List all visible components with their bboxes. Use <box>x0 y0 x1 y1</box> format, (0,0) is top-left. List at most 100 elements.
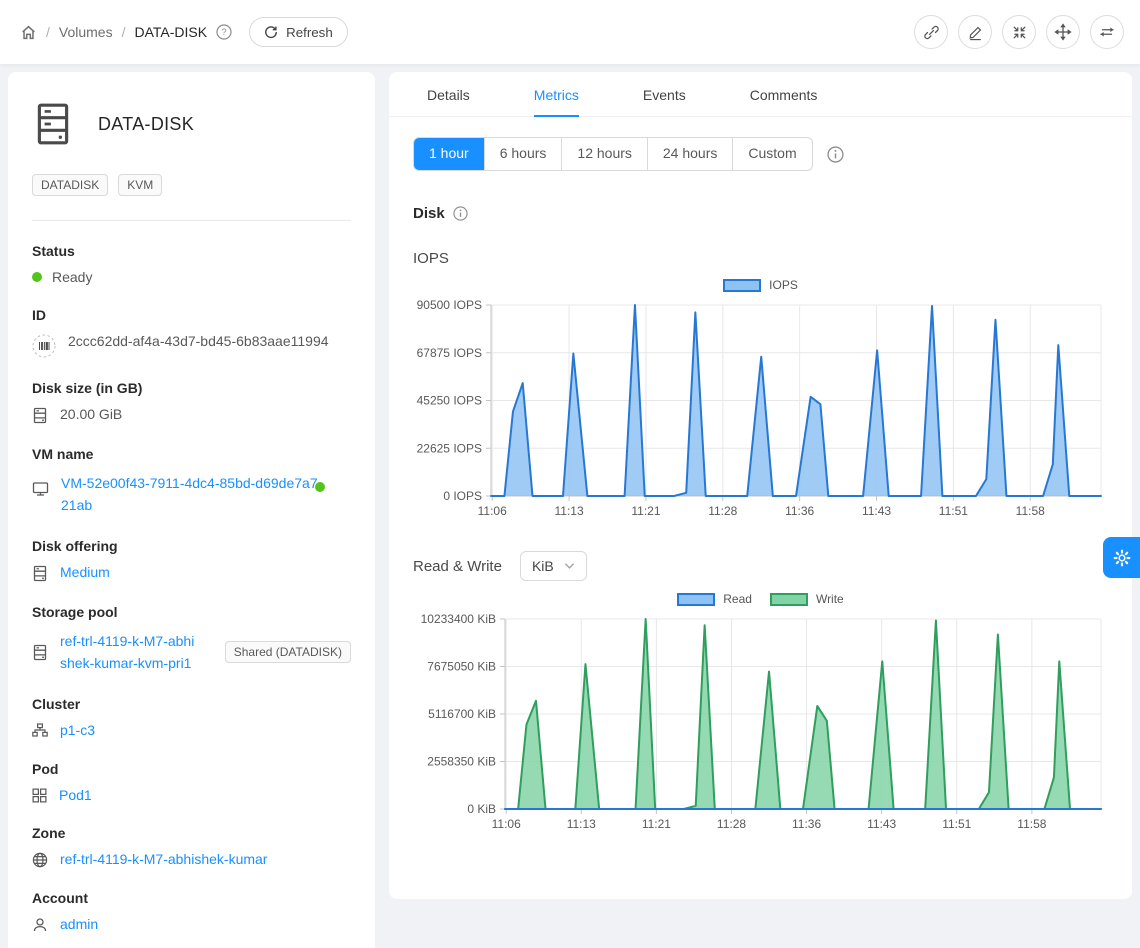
volume-info-card: DATA-DISK DATADISK KVM Status Ready ID <box>8 72 375 948</box>
legend-swatch <box>677 593 715 606</box>
user-icon <box>32 917 48 933</box>
tabs-bar: Details Metrics Events Comments <box>389 72 1132 117</box>
svg-text:11:58: 11:58 <box>1017 817 1046 831</box>
cluster-link[interactable]: p1-c3 <box>60 722 95 738</box>
disk-section-header: Disk <box>413 205 1108 222</box>
svg-text:11:21: 11:21 <box>642 817 671 831</box>
edit-volume-button[interactable] <box>958 15 992 49</box>
reload-icon <box>264 25 278 39</box>
vm-status-dot <box>315 482 325 492</box>
vm-name-label: VM name <box>32 446 351 462</box>
cluster-label: Cluster <box>32 696 351 712</box>
disk-offering-label: Disk offering <box>32 538 351 554</box>
account-link[interactable]: admin <box>60 916 98 932</box>
svg-text:5116700 KiB: 5116700 KiB <box>428 707 496 721</box>
field-vm-name: VM name VM-52e00f43-7911-4dc4-85bd-d69de… <box>32 446 351 516</box>
time-range-6hours[interactable]: 6 hours <box>484 138 562 170</box>
legend-item-iops[interactable]: IOPS <box>723 278 798 292</box>
breadcrumb-current: DATA-DISK <box>134 24 207 40</box>
legend-item-write[interactable]: Write <box>770 592 844 606</box>
globe-icon <box>32 852 48 868</box>
svg-text:11:58: 11:58 <box>1016 504 1045 518</box>
tab-metrics[interactable]: Metrics <box>534 72 579 116</box>
svg-text:11:43: 11:43 <box>862 504 891 518</box>
field-disk-offering: Disk offering Medium <box>32 538 351 582</box>
migrate-volume-button[interactable] <box>1046 15 1080 49</box>
help-question-icon[interactable]: ? <box>216 24 232 40</box>
svg-text:11:06: 11:06 <box>478 504 507 518</box>
disk-offering-link[interactable]: Medium <box>60 564 110 580</box>
svg-text:0 KiB: 0 KiB <box>467 802 496 816</box>
svg-text:11:28: 11:28 <box>717 817 746 831</box>
refresh-button[interactable]: Refresh <box>249 17 348 47</box>
svg-text:11:13: 11:13 <box>555 504 584 518</box>
hdd-icon <box>32 644 48 661</box>
link-icon <box>923 24 940 41</box>
pod-link[interactable]: Pod1 <box>59 787 92 803</box>
edit-icon <box>967 24 984 41</box>
svg-text:7675050 KiB: 7675050 KiB <box>427 660 496 674</box>
tab-details[interactable]: Details <box>427 72 470 116</box>
legend-item-read[interactable]: Read <box>677 592 752 606</box>
rw-chart: ReadWrite 0 KiB2558350 KiB5116700 KiB767… <box>413 589 1108 840</box>
divider <box>32 220 351 221</box>
legend-label: Write <box>816 592 844 606</box>
svg-text:22625 IOPS: 22625 IOPS <box>417 441 482 455</box>
time-range-row: 1 hour 6 hours 12 hours 24 hours Custom <box>413 137 1108 171</box>
breadcrumb: / Volumes / DATA-DISK ? Refresh <box>20 17 348 47</box>
breadcrumb-volumes[interactable]: Volumes <box>59 24 113 40</box>
page-header: / Volumes / DATA-DISK ? Refresh <box>0 0 1140 64</box>
status-dot <box>32 272 42 282</box>
unit-select[interactable]: KiB <box>520 551 587 581</box>
grid-icon <box>32 788 47 803</box>
move-icon <box>1054 23 1072 41</box>
rw-section-header: Read & Write KiB <box>413 551 1108 581</box>
volume-title: DATA-DISK <box>98 114 194 135</box>
legend-swatch <box>770 593 808 606</box>
storage-pool-label: Storage pool <box>32 604 351 620</box>
time-range-12hours[interactable]: 12 hours <box>561 138 646 170</box>
breadcrumb-separator: / <box>46 24 50 40</box>
iops-chart-canvas: 0 IOPS22625 IOPS45250 IOPS67875 IOPS9050… <box>413 297 1107 524</box>
legend-swatch <box>723 279 761 292</box>
svg-text:11:51: 11:51 <box>942 817 971 831</box>
info-icon[interactable] <box>453 206 468 221</box>
storage-pool-scope-tag: Shared (DATADISK) <box>225 641 351 663</box>
barcode-icon <box>32 334 56 358</box>
storage-pool-link[interactable]: ref-trl-4119-k-M7-abhishek-kumar-kvm-pri… <box>60 630 201 674</box>
time-range-24hours[interactable]: 24 hours <box>647 138 732 170</box>
time-range-1hour[interactable]: 1 hour <box>414 138 484 170</box>
svg-text:11:51: 11:51 <box>939 504 968 518</box>
header-actions <box>914 15 1124 49</box>
field-storage-pool: Storage pool ref-trl-4119-k-M7-abhishek-… <box>32 604 351 674</box>
settings-drawer-button[interactable] <box>1103 537 1140 578</box>
tab-events[interactable]: Events <box>643 72 686 116</box>
rw-chart-legend: Read Write <box>413 589 1108 609</box>
tab-comments[interactable]: Comments <box>750 72 818 116</box>
status-value: Ready <box>52 269 92 285</box>
swap-volume-button[interactable] <box>1090 15 1124 49</box>
status-label: Status <box>32 243 351 259</box>
volume-icon <box>32 102 74 146</box>
zone-link[interactable]: ref-trl-4119-k-M7-abhishek-kumar <box>60 851 267 867</box>
svg-text:0 IOPS: 0 IOPS <box>443 489 482 503</box>
time-range-custom[interactable]: Custom <box>732 138 811 170</box>
home-icon[interactable] <box>20 24 37 41</box>
legend-label: IOPS <box>769 278 798 292</box>
vm-name-link[interactable]: VM-52e00f43-7911-4dc4-85bd-d69de7a721ab <box>61 472 319 516</box>
shrink-volume-button[interactable] <box>1002 15 1036 49</box>
shrink-icon <box>1011 24 1028 41</box>
svg-text:11:36: 11:36 <box>792 817 821 831</box>
info-icon[interactable] <box>827 146 844 163</box>
gear-icon <box>1112 548 1132 568</box>
rw-chart-title: Read & Write <box>413 558 502 575</box>
svg-text:11:43: 11:43 <box>867 817 896 831</box>
svg-text:11:36: 11:36 <box>785 504 814 518</box>
field-zone: Zone ref-trl-4119-k-M7-abhishek-kumar <box>32 825 351 868</box>
breadcrumb-separator: / <box>122 24 126 40</box>
field-disk-size: Disk size (in GB) 20.00 GiB <box>32 380 351 424</box>
attach-volume-button[interactable] <box>914 15 948 49</box>
field-cluster: Cluster p1-c3 <box>32 696 351 739</box>
hdd-icon <box>32 407 48 424</box>
volume-detail-card: Details Metrics Events Comments 1 hour 6… <box>389 72 1132 899</box>
